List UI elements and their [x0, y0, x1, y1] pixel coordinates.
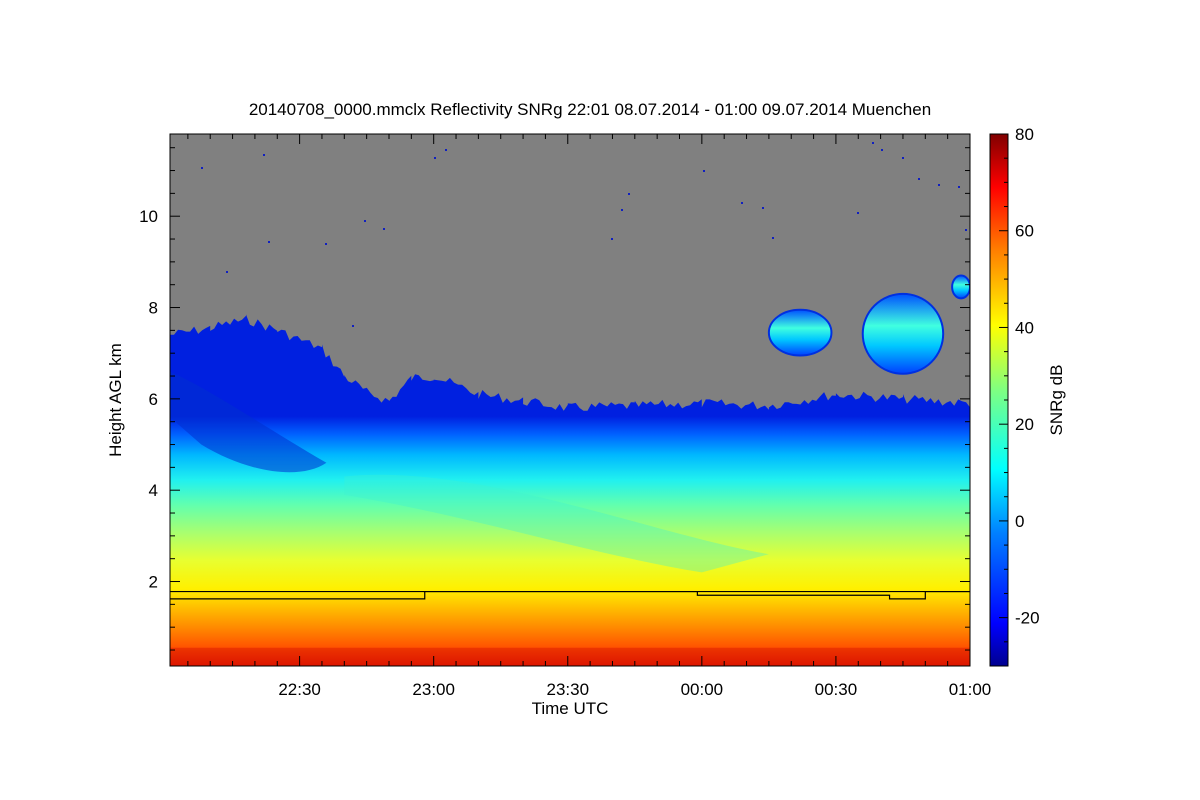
upper-cloud-patches: [767, 274, 970, 375]
y-axis-label: Height AGL km: [106, 343, 125, 457]
x-tick-label: 23:00: [412, 680, 455, 699]
noise-speck: [226, 271, 228, 273]
y-axis: 2 4 6 8 10: [139, 147, 970, 651]
colorbar: -20 0 20 40 60 80 SNRg dB: [989, 125, 1066, 667]
noise-specks: [201, 142, 967, 327]
y-tick-label: 6: [149, 390, 158, 409]
x-tick-label: 00:30: [815, 680, 858, 699]
noise-speck: [325, 243, 327, 245]
noise-speck: [611, 238, 613, 240]
colorbar-tick-label: 20: [1015, 415, 1034, 434]
y-tick-label: 4: [149, 481, 158, 500]
noise-speck: [918, 178, 920, 180]
noise-speck: [958, 186, 960, 188]
noise-speck: [352, 325, 354, 327]
noise-speck: [762, 207, 764, 209]
y-tick-label: 8: [149, 299, 158, 318]
surface-clutter-dark-band: [170, 647, 970, 666]
low-reflectivity-patch: [170, 371, 327, 473]
x-tick-label: 22:30: [278, 680, 321, 699]
plot-area: [170, 134, 970, 666]
noise-speck: [268, 241, 270, 243]
y-tick-label: 2: [149, 573, 158, 592]
noise-speck: [772, 237, 774, 239]
noise-speck: [628, 193, 630, 195]
plot-frame: [169, 133, 971, 667]
colorbar-tick-label: 40: [1015, 318, 1034, 337]
x-tick-label: 23:30: [546, 680, 589, 699]
bright-band-patch: [344, 474, 769, 573]
noise-speck: [263, 154, 265, 156]
chart-title: 20140708_0000.mmclx Reflectivity SNRg 22…: [249, 100, 931, 119]
upper-cloud-patch: [861, 292, 945, 375]
noise-speck: [434, 157, 436, 159]
colorbar-tick-label: 60: [1015, 222, 1034, 241]
colorbar-label: SNRg dB: [1047, 365, 1066, 436]
x-axis-label: Time UTC: [532, 699, 609, 718]
bottom-line-lower: [170, 590, 970, 600]
upper-cloud-patch: [767, 308, 833, 357]
colorbar-ticks: -20 0 20 40 60 80: [999, 125, 1040, 643]
noise-speck: [201, 167, 203, 169]
y-tick-label: 10: [139, 207, 158, 226]
x-tick-label: 01:00: [949, 680, 992, 699]
x-axis: 22:30 23:00 23:30 00:00 00:30 01:00: [187, 134, 992, 699]
noise-speck: [965, 229, 967, 231]
noise-speck: [872, 142, 874, 144]
upper-cloud-patch: [951, 274, 970, 300]
noise-speck: [445, 149, 447, 151]
noise-speck: [938, 184, 940, 186]
noise-speck: [902, 157, 904, 159]
noise-speck: [741, 202, 743, 204]
noise-speck: [621, 209, 623, 211]
noise-speck: [857, 212, 859, 214]
x-tick-label: 00:00: [681, 680, 724, 699]
noise-speck: [703, 170, 705, 172]
noise-speck: [881, 149, 883, 151]
noise-speck: [364, 220, 366, 222]
reflectivity-field: [170, 314, 970, 666]
colorbar-tick-label: -20: [1015, 609, 1040, 628]
colorbar-tick-label: 80: [1015, 125, 1034, 144]
noise-speck: [383, 228, 385, 230]
colorbar-tick-label: 0: [1015, 512, 1024, 531]
